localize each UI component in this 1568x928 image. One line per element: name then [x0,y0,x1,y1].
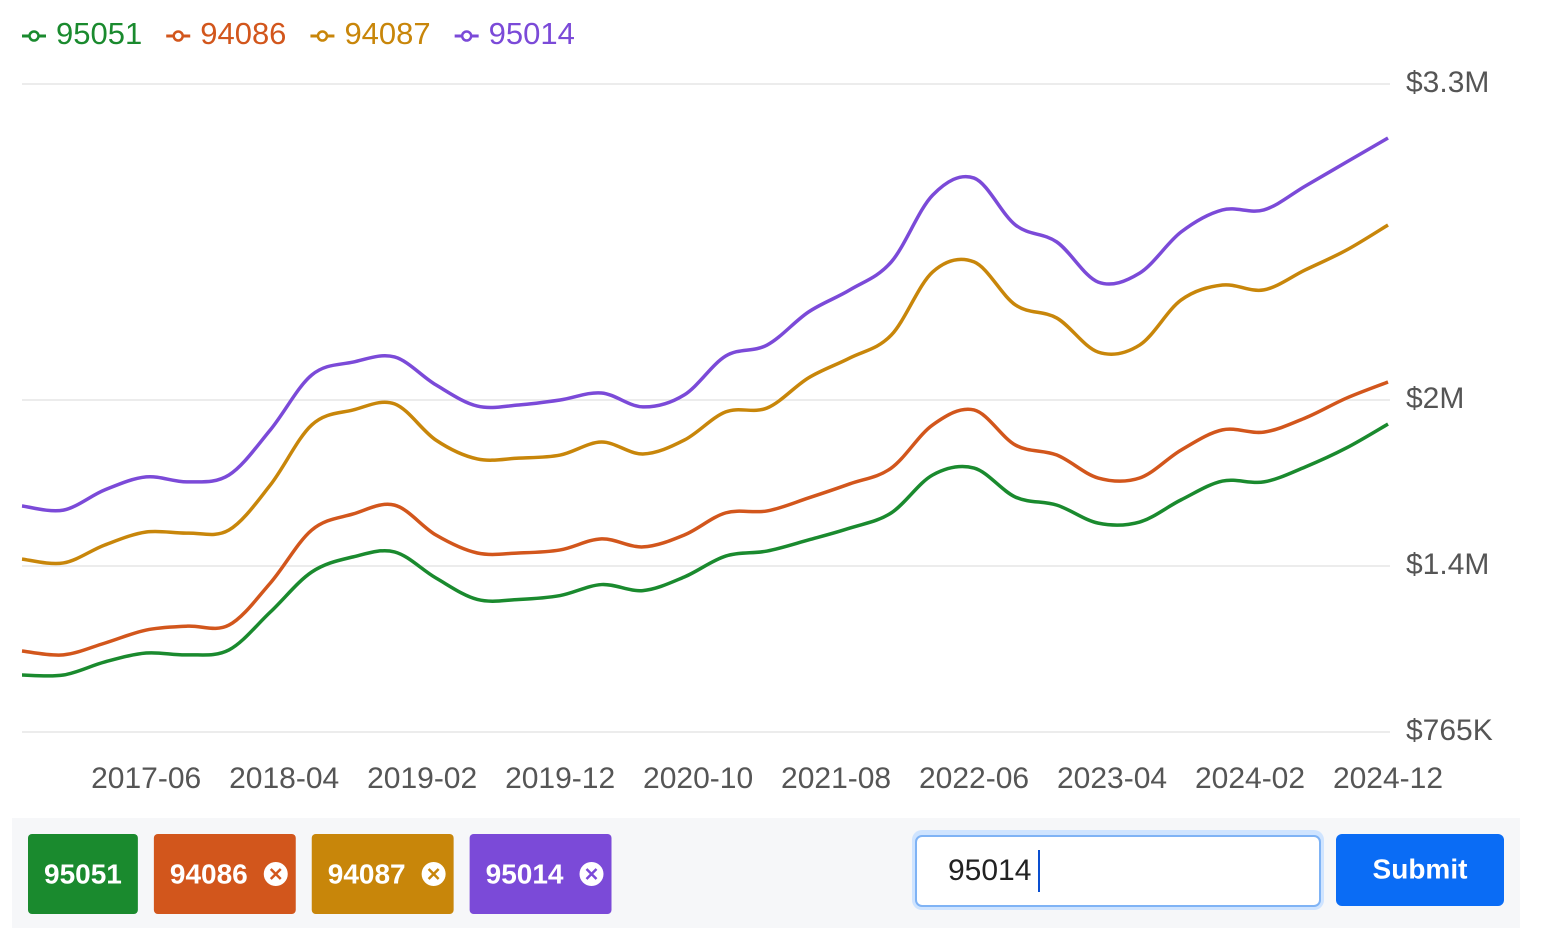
x-tick-label: 2018-04 [229,762,339,795]
zip-chip[interactable]: 94087 [311,834,454,914]
legend-item: 95014 [454,16,575,51]
legend-swatch-dot [28,30,40,42]
chip-bg [311,834,454,914]
series-line [21,136,1389,513]
x-tick-label: 2019-02 [367,762,477,795]
series-line [21,223,1389,566]
chip-label: 95051 [44,858,122,889]
chip-remove-x [427,868,440,880]
x-tick-label: 2021-08 [781,762,891,795]
legend-item: 94087 [310,16,431,51]
legend-label: 94087 [344,16,430,51]
zip-chip[interactable]: 95014 [469,834,612,914]
legend-swatch-dot [460,30,473,42]
input-text: 95014 [948,854,1031,887]
series-line [21,422,1389,678]
x-tick-label: 2019-12 [505,762,615,795]
legend-label: 95051 [56,16,142,51]
chip-remove-x [269,868,282,880]
zip-input[interactable] [915,835,1321,907]
legend-label: 95014 [489,16,575,51]
x-tick-label: 2024-12 [1333,762,1443,795]
x-tick-label: 2020-10 [643,762,753,795]
legend-label: 94086 [200,16,286,51]
zip-chip[interactable]: 95051 [28,834,138,914]
legend-swatch-dot [316,30,329,42]
chip-label: 94087 [328,858,406,889]
y-tick-label: $1.4M [1406,548,1489,581]
zip-chip[interactable]: 94086 [153,834,296,914]
chip-bg [153,834,296,914]
x-tick-label: 2022-06 [919,762,1029,795]
x-tick-label: 2023-04 [1057,762,1167,795]
legend-item: 94086 [166,16,286,51]
submit-label: Submit [1373,853,1468,884]
x-tick-label: 2017-06 [91,762,201,795]
chip-bg [469,834,612,914]
submit-button[interactable] [1336,834,1504,906]
chip-bg [28,834,138,914]
legend-swatch-dot [172,30,184,42]
x-tick-label: 2024-02 [1195,762,1305,795]
chip-label: 95014 [486,858,564,889]
series-line [21,380,1389,657]
y-tick-label: $2M [1406,382,1464,415]
y-tick-label: $3.3M [1406,66,1489,99]
y-tick-label: $765K [1406,714,1493,747]
chip-remove-x [585,868,598,880]
legend-item: 95051 [22,16,142,51]
chip-label: 94086 [170,858,248,889]
